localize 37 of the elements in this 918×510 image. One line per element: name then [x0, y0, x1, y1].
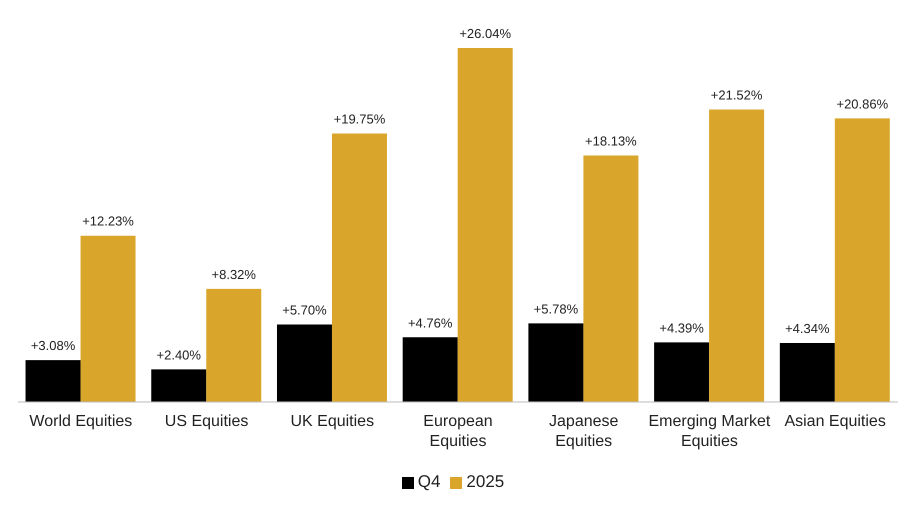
data-label: +26.04% — [459, 26, 512, 41]
x-tick-label: World Equities — [29, 413, 132, 430]
x-tick-label: Japanese Equities — [549, 413, 619, 450]
data-label: +4.39% — [659, 320, 704, 336]
bar — [709, 109, 764, 402]
bar — [206, 288, 262, 402]
bar — [528, 323, 584, 402]
legend-label: 2025 — [466, 472, 504, 491]
bar — [332, 134, 387, 402]
x-tick-label: US Equities — [164, 413, 248, 430]
data-label: +3.08% — [30, 338, 76, 354]
x-tick-label: UK Equities — [290, 413, 374, 430]
bar — [80, 236, 136, 402]
data-label: +18.13% — [585, 134, 638, 149]
x-tick-label: European Equities — [423, 413, 493, 450]
bar — [276, 324, 332, 402]
bar — [402, 337, 458, 402]
bar — [654, 342, 710, 402]
bar — [834, 118, 890, 402]
data-label: +5.78% — [534, 301, 579, 316]
data-label: +8.32% — [212, 266, 256, 282]
data-label: +20.86% — [836, 96, 889, 112]
data-label: +2.40% — [156, 347, 202, 362]
data-label: +4.76% — [408, 315, 453, 330]
bar — [583, 156, 638, 402]
x-tick-label: Asian Equities — [784, 413, 886, 430]
bar — [780, 343, 835, 402]
data-label: +4.34% — [785, 321, 830, 336]
x-tick-label: Emerging Market Equities — [648, 413, 771, 450]
data-label: +21.52% — [710, 87, 763, 102]
bar — [151, 369, 206, 402]
bar — [26, 360, 81, 402]
bar — [458, 48, 513, 402]
data-label: +12.23% — [82, 214, 134, 229]
data-label: +19.75% — [334, 112, 386, 127]
legend-label: Q4 — [418, 472, 440, 491]
data-label: +5.70% — [282, 302, 328, 318]
